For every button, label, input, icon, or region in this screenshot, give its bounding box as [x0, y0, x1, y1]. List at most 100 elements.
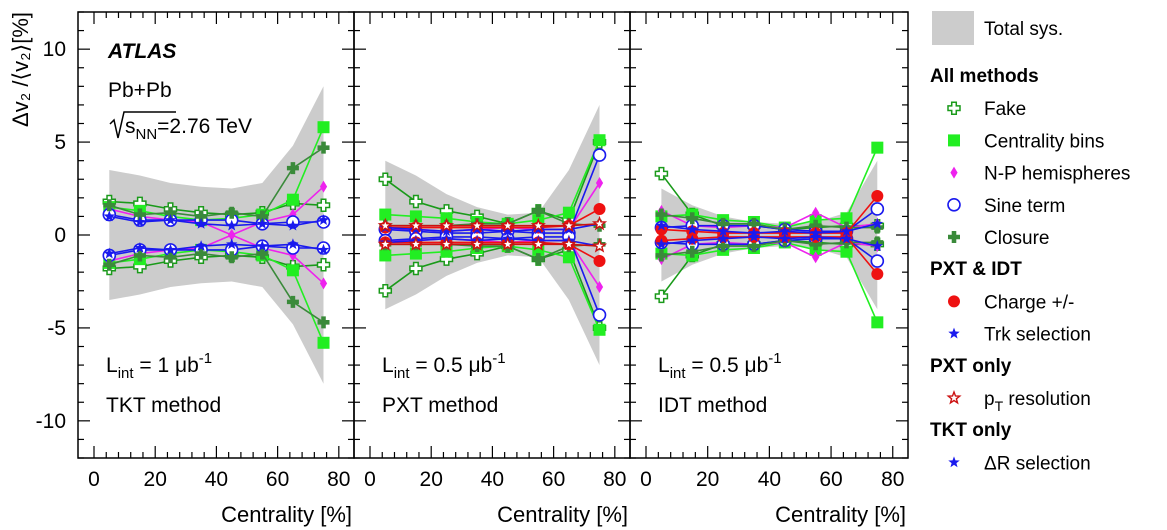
legend-marker-np	[950, 166, 958, 179]
legend-text: Trk selection	[984, 325, 1091, 346]
y-tick-label: -10	[36, 410, 66, 433]
x-tick-label: 80	[327, 468, 350, 491]
x-axis-title: Centrality [%]	[497, 502, 628, 527]
series-line-dr	[109, 215, 324, 227]
legend-label: Trk selection	[984, 325, 1091, 346]
point-centrality	[286, 264, 299, 277]
point-np	[812, 206, 820, 219]
legend-label: Centrality bins	[984, 131, 1104, 152]
legend-label: pT resolution	[984, 389, 1091, 414]
legend-marker-charge	[948, 295, 960, 308]
x-tick-label: 60	[542, 468, 565, 491]
series-dr	[103, 210, 330, 259]
point-centrality	[593, 134, 606, 147]
point-centrality	[286, 193, 299, 206]
point-sine	[870, 254, 885, 268]
legend-text: N-P hemispheres	[984, 164, 1130, 185]
point-pt	[438, 236, 455, 251]
series-line-trk	[661, 223, 878, 234]
lumi-sub: int	[118, 365, 135, 382]
x-tick-label: 40	[205, 468, 228, 491]
point-dr	[134, 215, 146, 227]
x-tick-label: 80	[603, 468, 626, 491]
point-dr	[103, 210, 116, 222]
point-closure	[747, 217, 760, 230]
point-closure	[286, 162, 299, 175]
lumi-sub: int	[394, 365, 411, 382]
point-np	[812, 251, 820, 264]
point-np	[228, 229, 236, 241]
lumi-prefix: L	[658, 354, 670, 377]
legend-heading: All methods	[930, 66, 1039, 87]
legend-text: Sine term	[984, 196, 1065, 217]
legend-label: Closure	[984, 228, 1049, 249]
point-centrality	[317, 336, 330, 349]
method-label: TKT method	[106, 394, 221, 417]
point-dr	[226, 238, 238, 250]
point-pt	[530, 236, 546, 251]
point-closure	[133, 249, 146, 262]
point-np	[319, 180, 328, 193]
point-pt	[408, 236, 424, 251]
lumi-value: = 0.5 μb	[686, 354, 769, 377]
energy-sub: NN	[136, 126, 158, 143]
legend-label: ΔR selection	[984, 453, 1091, 474]
point-trk	[655, 219, 668, 231]
y-tick-label: 5	[54, 131, 66, 154]
point-dr	[256, 217, 269, 229]
point-np	[319, 277, 328, 290]
point-centrality	[317, 121, 330, 134]
legend-marker-dr	[948, 456, 960, 468]
point-pt	[591, 215, 608, 231]
point-trk	[871, 240, 884, 251]
point-trk	[686, 234, 698, 246]
legend-heading: PXT & IDT	[930, 259, 1022, 280]
point-closure	[225, 206, 238, 219]
legend-marker-fake	[947, 101, 961, 115]
point-trk	[809, 230, 822, 242]
point-fake	[378, 172, 393, 186]
point-pt	[377, 217, 393, 233]
point-trk	[717, 225, 729, 237]
series-pt	[377, 215, 608, 253]
point-pt	[530, 217, 546, 233]
point-centrality	[871, 316, 884, 329]
point-closure	[195, 210, 208, 223]
y-axis-title: Δv₂ /⟨v₂⟩[%]	[8, 12, 33, 127]
legend-marker-closure	[948, 231, 960, 243]
point-closure	[225, 251, 238, 264]
point-closure	[655, 208, 668, 221]
point-closure	[686, 212, 699, 225]
point-fake	[409, 261, 423, 276]
total-sys-band	[109, 86, 324, 384]
lumi-sup: -1	[768, 350, 781, 367]
point-dr	[287, 238, 299, 250]
axis-ticks	[78, 11, 908, 459]
lumi-label: Lint = 1 μb-1	[106, 350, 212, 382]
lumi-sup: -1	[199, 350, 212, 367]
legend-text: Closure	[984, 228, 1049, 249]
axis-labels: 0 20 40 60 80 Centrality [%] 0 20 40 60 80 Centrali…	[8, 12, 906, 527]
point-closure	[164, 251, 177, 264]
lumi-value: = 0.5 μb	[410, 354, 493, 377]
series-line-trk	[385, 237, 600, 247]
sqrt-icon	[109, 111, 176, 139]
series-layer	[102, 121, 885, 349]
y-tick-label: -5	[47, 317, 66, 340]
series-line-pt	[385, 243, 600, 247]
point-closure	[256, 247, 269, 260]
y-tick-label: 0	[54, 224, 66, 247]
legend-heading: TKT only	[930, 420, 1012, 441]
point-pt	[561, 217, 577, 233]
point-pt	[500, 236, 516, 251]
point-closure	[532, 204, 545, 217]
series-line-dr	[109, 243, 324, 255]
point-dr	[317, 214, 330, 225]
systematic-bands	[109, 86, 878, 384]
point-closure	[103, 199, 116, 212]
point-pt	[500, 217, 516, 233]
point-closure	[195, 247, 208, 260]
point-dr	[164, 214, 177, 225]
point-closure	[256, 210, 269, 223]
point-closure	[747, 240, 760, 253]
